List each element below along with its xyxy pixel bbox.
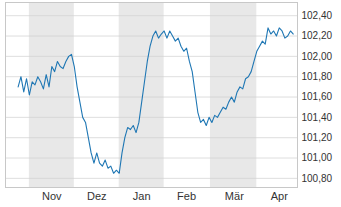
svg-text:102,00: 102,00 [302, 51, 333, 62]
svg-text:101,80: 101,80 [302, 71, 333, 82]
svg-text:Mär: Mär [225, 190, 244, 202]
svg-text:100,80: 100,80 [302, 173, 333, 184]
svg-text:Dez: Dez [87, 190, 107, 202]
svg-text:101,00: 101,00 [302, 152, 333, 163]
svg-text:101,20: 101,20 [302, 132, 333, 143]
svg-text:101,60: 101,60 [302, 91, 333, 102]
svg-text:Feb: Feb [177, 190, 196, 202]
svg-text:Nov: Nov [42, 190, 62, 202]
svg-text:Jan: Jan [133, 190, 151, 202]
svg-text:102,20: 102,20 [302, 30, 333, 41]
svg-text:101,40: 101,40 [302, 112, 333, 123]
svg-text:102,40: 102,40 [302, 10, 333, 21]
svg-text:Apr: Apr [271, 190, 288, 202]
